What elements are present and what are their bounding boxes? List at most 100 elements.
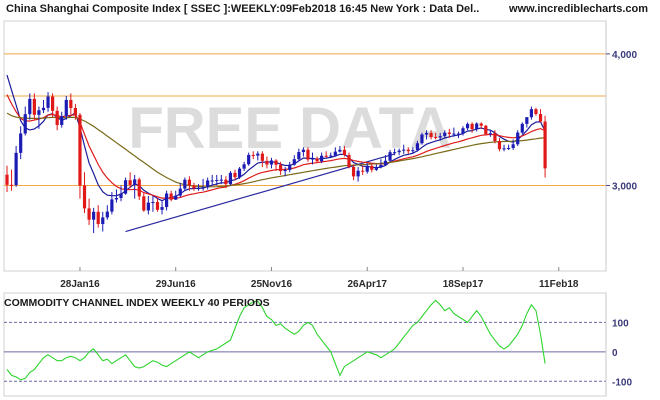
candle-body [169, 193, 173, 200]
candle [320, 152, 324, 164]
candle-body [388, 152, 392, 161]
candle [28, 93, 32, 120]
candle-body [206, 180, 210, 188]
candle [105, 205, 109, 220]
candle [155, 198, 160, 212]
candle [201, 178, 205, 191]
candle [397, 148, 401, 156]
candle-body [351, 166, 356, 177]
cci-series [6, 299, 546, 381]
candle-body [420, 134, 424, 144]
date-tick-label: 25Nov16 [251, 279, 293, 290]
candle-body [393, 152, 397, 154]
candle-body [78, 114, 82, 186]
candle-body [429, 132, 433, 138]
date-tick-label: 18Sep17 [443, 279, 484, 290]
candle-body [406, 149, 410, 152]
candle-body [279, 164, 283, 172]
candle-body [507, 147, 511, 149]
candle [424, 130, 429, 140]
date-tick-label: 11Feb18 [539, 279, 579, 290]
candle-body [511, 144, 515, 148]
candle-body [210, 180, 214, 182]
date-tick-label: 29Jun16 [156, 279, 196, 290]
candle-body [123, 180, 128, 194]
candle [456, 131, 461, 139]
candle [484, 124, 488, 136]
price-chart: FREE DATA 3,000 4,000 28Jan16 29Jun16 25Nov… [3, 20, 637, 397]
candle-body [484, 125, 488, 135]
candle [228, 171, 233, 186]
candle-body [306, 149, 310, 160]
candle [96, 205, 100, 228]
candle-body [14, 152, 18, 186]
candle-body [137, 179, 141, 197]
candle-body [41, 107, 46, 111]
candle [301, 147, 305, 157]
candle [543, 115, 547, 178]
candle-body [525, 117, 529, 124]
candle-body [133, 179, 137, 185]
candle [534, 107, 538, 116]
candle [247, 152, 251, 166]
candle [69, 93, 73, 115]
candle [142, 192, 146, 212]
moving-average-3 [6, 112, 546, 188]
candle-body [19, 133, 23, 153]
candle-body [228, 172, 233, 185]
candle [265, 156, 269, 169]
candle [443, 130, 447, 139]
candle [51, 93, 55, 118]
candle [465, 122, 470, 131]
candle-body [315, 158, 319, 162]
candle-body [256, 153, 260, 156]
candle-body [365, 165, 369, 172]
candle-body [529, 109, 533, 118]
candle [438, 132, 442, 141]
candle-body [92, 211, 96, 220]
candle [137, 177, 141, 200]
candlesticks [5, 92, 547, 234]
candle-body [9, 184, 14, 186]
candle [338, 146, 342, 153]
candle-body [82, 185, 87, 209]
candle-body [329, 155, 333, 157]
candle-body [105, 211, 109, 218]
candle-body [415, 143, 419, 151]
candle [283, 167, 287, 177]
candle-body [424, 132, 429, 135]
candle [233, 169, 237, 181]
website-label[interactable]: www.incrediblecharts.com [509, 3, 648, 15]
candle [497, 138, 502, 152]
candle [160, 201, 164, 215]
candle-body [110, 199, 114, 212]
candle-body [411, 150, 415, 152]
date-tick-label: 28Jan16 [60, 279, 100, 290]
candle [388, 149, 392, 162]
candle [146, 196, 150, 215]
candle [119, 185, 123, 202]
candle [19, 126, 23, 160]
candle [383, 155, 388, 166]
candle-body [128, 180, 132, 185]
price-tick-label: 3,000 [612, 181, 637, 192]
candle-body [434, 137, 438, 139]
candle-body [183, 179, 187, 189]
price-panel-frame [3, 20, 607, 272]
candle [82, 172, 87, 214]
candle-body [288, 164, 292, 170]
candle-body [456, 133, 461, 135]
candle-body [142, 196, 146, 211]
candle [297, 148, 301, 161]
candle-body [269, 160, 274, 165]
candle-body [283, 169, 287, 172]
candle [92, 207, 96, 234]
candle [415, 140, 419, 152]
candle-body [383, 160, 388, 165]
candle-body [69, 99, 73, 108]
candle-body [447, 132, 451, 135]
candle [37, 106, 41, 129]
candle-body [488, 133, 492, 135]
candle-body [192, 185, 196, 189]
candle [110, 192, 114, 215]
